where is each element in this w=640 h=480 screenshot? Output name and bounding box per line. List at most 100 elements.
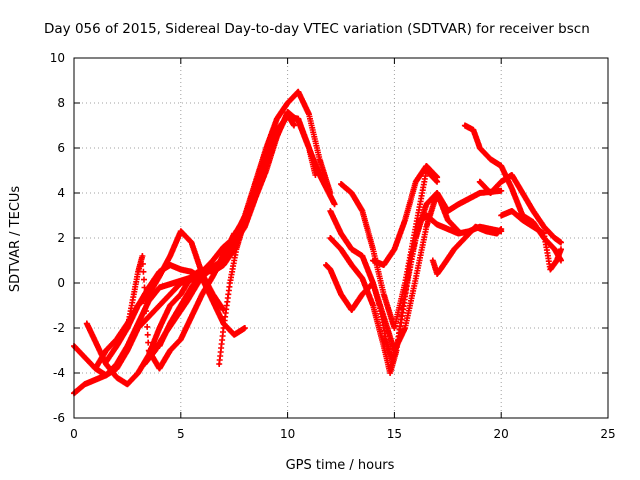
data-point	[542, 232, 546, 235]
data-point	[424, 214, 428, 217]
data-point	[211, 259, 215, 262]
data-point	[217, 362, 221, 366]
data-point	[414, 277, 418, 280]
data-point	[371, 304, 375, 307]
data-point	[442, 263, 445, 267]
data-point	[414, 180, 418, 184]
data-point	[307, 112, 311, 116]
data-point	[190, 241, 193, 244]
series-trace-3	[83, 113, 338, 388]
data-point	[307, 146, 311, 150]
data-point	[324, 263, 328, 267]
data-point	[136, 270, 140, 274]
data-point	[157, 326, 161, 330]
data-point	[286, 101, 290, 105]
data-point	[190, 315, 193, 319]
data-point	[371, 247, 375, 251]
data-point	[136, 326, 140, 330]
data-point	[350, 191, 354, 195]
data-point	[499, 164, 503, 168]
data-point	[157, 304, 161, 307]
data-point	[85, 322, 89, 325]
data-point	[157, 367, 161, 370]
data-point	[318, 157, 322, 161]
y-tick-label: 2	[57, 231, 65, 245]
data-point	[474, 225, 478, 229]
data-point	[424, 164, 428, 168]
series-trace-19	[498, 208, 564, 273]
data-point	[328, 209, 332, 213]
data-point	[132, 292, 136, 296]
x-tick-label: 25	[600, 427, 615, 441]
data-point	[499, 189, 503, 193]
data-point	[211, 274, 215, 278]
data-point	[478, 191, 482, 195]
data-point	[495, 232, 499, 235]
data-point	[510, 209, 514, 213]
data-point	[136, 304, 140, 307]
data-point	[125, 349, 129, 352]
data-point	[264, 162, 268, 166]
data-point	[457, 232, 460, 235]
data-point	[384, 337, 388, 341]
data-point	[559, 241, 563, 244]
data-point	[484, 229, 488, 233]
data-point	[555, 259, 559, 262]
data-point	[553, 247, 557, 251]
data-point	[190, 270, 193, 274]
data-point	[371, 281, 375, 285]
data-point	[510, 173, 514, 177]
data-point	[382, 315, 386, 319]
data-point	[431, 259, 435, 262]
data-point	[168, 263, 172, 267]
data-point	[435, 272, 439, 276]
data-point	[435, 191, 439, 195]
data-point	[157, 286, 161, 289]
data-point	[521, 218, 525, 222]
data-point	[350, 263, 354, 267]
data-point	[339, 247, 343, 251]
data-point	[83, 382, 87, 386]
data-point	[275, 133, 279, 136]
data-point	[446, 218, 450, 222]
data-point	[292, 124, 296, 127]
data-point	[531, 209, 535, 213]
data-point	[200, 292, 204, 296]
data-point	[296, 117, 300, 121]
data-point	[143, 362, 146, 366]
y-tick-label: -4	[53, 366, 65, 380]
data-point	[339, 232, 343, 235]
data-point	[382, 263, 386, 267]
data-point	[179, 268, 183, 271]
y-tick-label: -6	[53, 411, 65, 425]
data-point	[234, 247, 238, 251]
x-tick-label: 10	[280, 427, 295, 441]
x-tick-label: 20	[494, 427, 509, 441]
data-point	[217, 261, 221, 265]
data-point	[200, 270, 204, 274]
data-point	[553, 236, 557, 240]
data-point	[115, 376, 119, 379]
data-point	[179, 229, 183, 233]
plot-area	[71, 88, 564, 397]
chart-title: Day 056 of 2015, Sidereal Day-to-day VTE…	[44, 21, 590, 37]
data-point	[542, 225, 546, 229]
series-trace-1	[71, 88, 334, 397]
data-point	[499, 180, 503, 184]
data-point	[333, 202, 337, 206]
data-point	[471, 128, 475, 132]
data-point	[548, 268, 552, 271]
y-tick-label: 0	[57, 276, 65, 290]
series-trace-18	[476, 172, 564, 246]
data-point	[115, 344, 119, 348]
data-point	[153, 349, 157, 352]
series-trace-9	[216, 111, 297, 367]
data-point	[232, 236, 236, 240]
data-point	[418, 218, 422, 222]
data-point	[392, 326, 396, 330]
data-point	[275, 117, 279, 121]
data-point	[104, 349, 108, 352]
data-point	[222, 326, 225, 330]
data-point	[254, 191, 258, 195]
x-tick-label: 0	[70, 427, 78, 441]
